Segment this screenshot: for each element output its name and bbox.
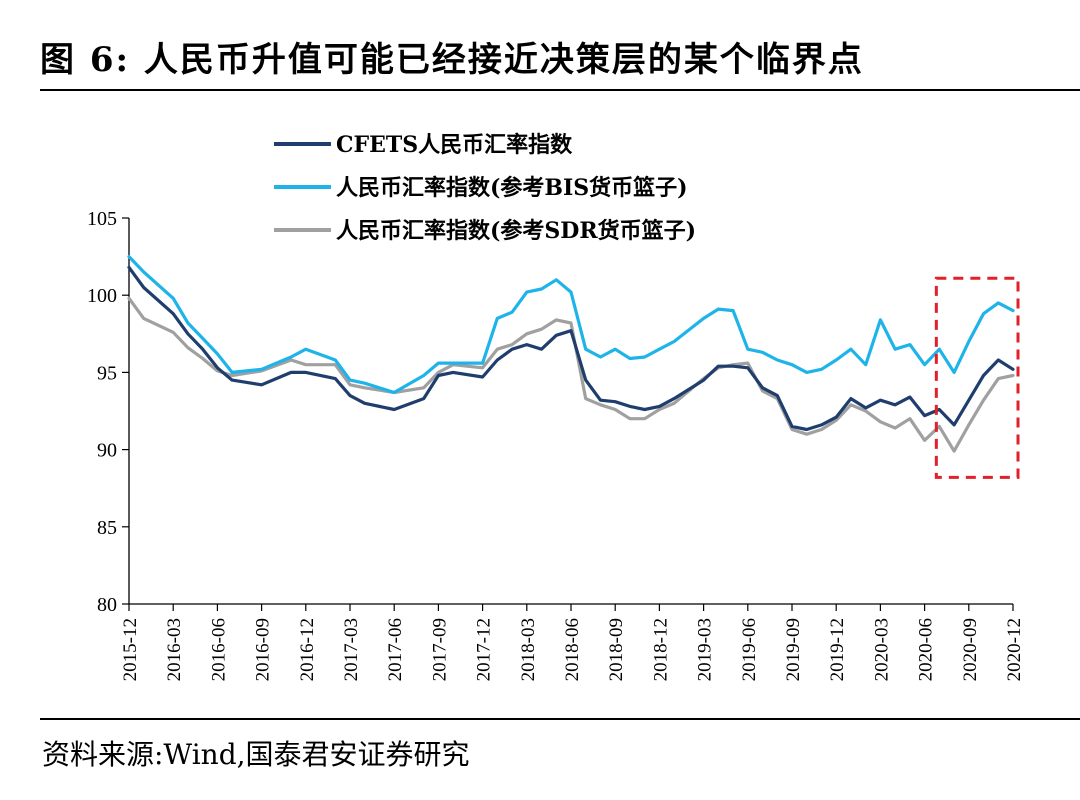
x-tick-label: 2017-09 xyxy=(429,618,450,681)
y-tick-label: 95 xyxy=(97,362,117,384)
y-tick-label: 105 xyxy=(87,208,117,230)
x-tick-label: 2016-06 xyxy=(208,618,229,681)
x-tick-label: 2017-12 xyxy=(474,618,495,681)
x-tick-label: 2020-12 xyxy=(1004,618,1025,681)
x-tick-label: 2019-06 xyxy=(739,618,760,681)
series-group xyxy=(127,255,1015,395)
x-tick-label: 2019-09 xyxy=(783,618,804,681)
y-tick-label: 80 xyxy=(97,594,117,616)
x-tick-label: 2018-06 xyxy=(562,618,583,681)
series-line xyxy=(127,296,1015,453)
x-tick-label: 2019-12 xyxy=(827,618,848,681)
chart-highlight xyxy=(934,276,1020,479)
y-tick-label: 100 xyxy=(87,285,117,307)
y-tick-label: 90 xyxy=(97,440,117,462)
y-tick-label: 85 xyxy=(97,517,117,539)
x-tick-label: 2019-03 xyxy=(695,618,716,681)
series-group xyxy=(127,296,1015,453)
x-tick-label: 2018-12 xyxy=(650,618,671,681)
legend-item: CFETS人民币汇率指数 xyxy=(274,132,573,158)
chart-series xyxy=(127,255,1015,453)
legend-item: 人民币汇率指数(参考BIS货币篮子) xyxy=(274,175,688,201)
x-tick-label: 2016-03 xyxy=(164,618,185,681)
x-tick-label: 2020-03 xyxy=(871,618,892,681)
x-tick-label: 2017-06 xyxy=(385,618,406,681)
series-line xyxy=(127,265,1015,432)
source-rule xyxy=(40,718,1080,720)
legend-label: CFETS人民币汇率指数 xyxy=(336,132,573,158)
series-line xyxy=(127,255,1015,395)
x-tick-label: 2016-09 xyxy=(253,618,274,681)
x-tick-label: 2015-12 xyxy=(120,618,141,681)
legend-label: 人民币汇率指数(参考SDR货币篮子) xyxy=(336,218,696,244)
series-group xyxy=(127,265,1015,432)
x-tick-label: 2020-06 xyxy=(916,618,937,681)
title-rule xyxy=(40,89,1080,91)
x-tick-label: 2016-12 xyxy=(297,618,318,681)
figure-title: 图 6: 人民币升值可能已经接近决策层的某个临界点 xyxy=(40,40,864,80)
x-tick-label: 2018-09 xyxy=(606,618,627,681)
x-tick-label: 2018-03 xyxy=(518,618,539,681)
highlight-box xyxy=(934,276,1020,479)
legend-item: 人民币汇率指数(参考SDR货币篮子) xyxy=(274,218,696,244)
legend-label: 人民币汇率指数(参考BIS货币篮子) xyxy=(336,175,688,201)
source-note: 资料来源:Wind,国泰君安证券研究 xyxy=(42,738,470,771)
x-tick-label: 2020-09 xyxy=(960,618,981,681)
x-tick-label: 2017-03 xyxy=(341,618,362,681)
